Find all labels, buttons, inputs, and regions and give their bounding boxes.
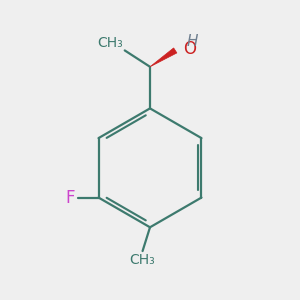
Polygon shape [150, 48, 177, 67]
Text: H: H [187, 34, 198, 49]
Text: CH₃: CH₃ [130, 254, 155, 267]
Text: O: O [183, 40, 196, 58]
Text: F: F [66, 189, 75, 207]
Text: CH₃: CH₃ [98, 35, 123, 50]
